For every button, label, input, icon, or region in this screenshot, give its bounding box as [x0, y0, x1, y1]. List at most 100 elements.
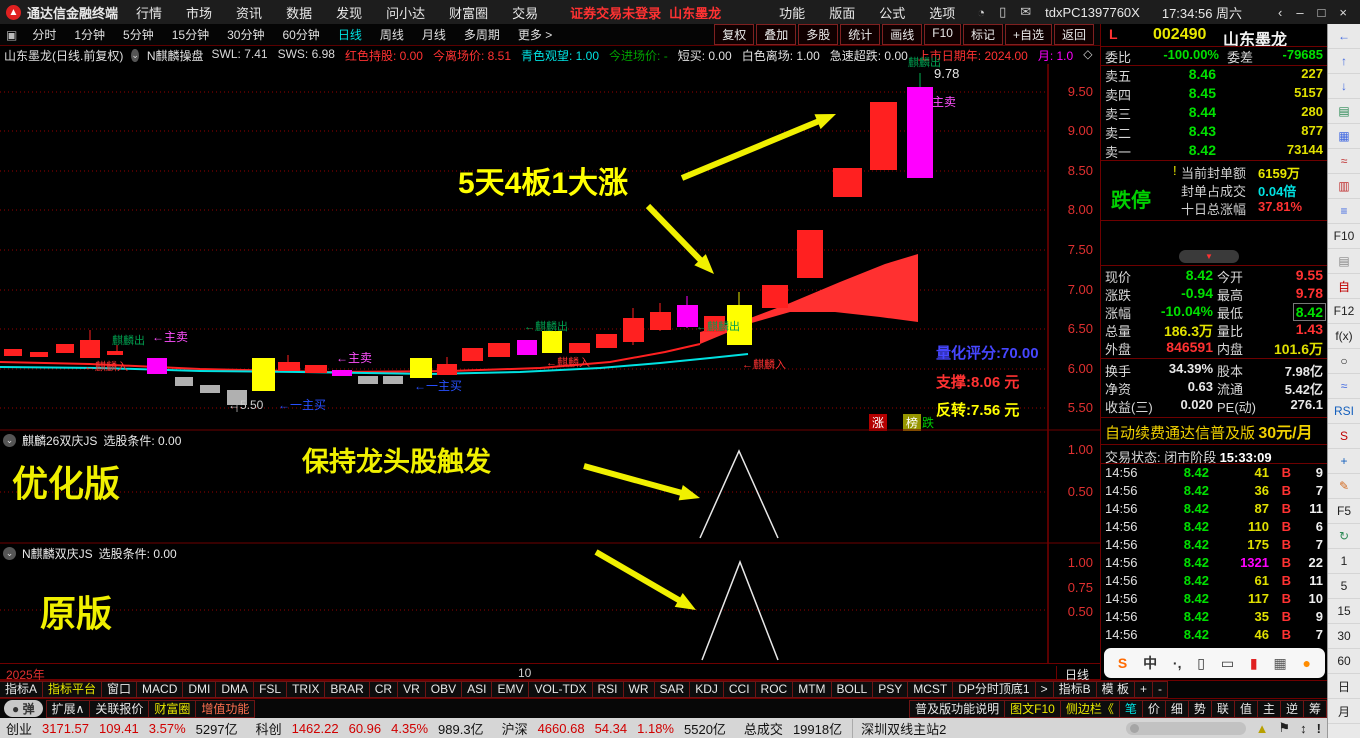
toolbar-button[interactable]: 关联报价	[89, 699, 150, 718]
menu-item[interactable]: 市场	[186, 5, 213, 21]
indicator-tab[interactable]: KDJ	[689, 681, 724, 698]
indicator-tab[interactable]: MACD	[136, 681, 184, 698]
menu-item[interactable]: 公式	[879, 5, 906, 21]
period-tab[interactable]: 60分钟	[282, 28, 320, 42]
down-arrow-icon[interactable]: ↓	[1328, 74, 1360, 99]
menu-item[interactable]: 资讯	[236, 5, 263, 21]
period-tab[interactable]: 周线	[379, 28, 404, 42]
candle[interactable]	[677, 305, 698, 327]
refresh-icon[interactable]: ↻	[1328, 524, 1360, 549]
trend-line-icon[interactable]: ≈	[1328, 149, 1360, 174]
panel2-indicator[interactable]: 麒麟26双庆JS	[22, 434, 98, 448]
axis-period[interactable]: 日线	[1056, 666, 1089, 683]
s-icon[interactable]: S	[1328, 424, 1360, 449]
ime-bag-icon[interactable]: ▮	[1249, 654, 1258, 671]
indicator-tab[interactable]: DMA	[215, 681, 255, 698]
menu-item[interactable]: 行情	[136, 5, 163, 21]
candle[interactable]	[383, 376, 403, 384]
toolbar-button[interactable]: 笔	[1118, 699, 1143, 718]
period-tab[interactable]: 日线	[337, 28, 362, 42]
search-input[interactable]	[1125, 721, 1246, 735]
period-tab[interactable]: 分时	[32, 28, 57, 42]
phone-icon[interactable]: ▯	[999, 4, 1007, 19]
candle[interactable]	[517, 340, 537, 355]
indicator-tab[interactable]: 指标B	[1052, 681, 1097, 698]
indicator-tab[interactable]: -	[1152, 681, 1168, 698]
toolbar-button[interactable]: 普及版功能说明	[909, 699, 1006, 718]
period-tab[interactable]: 多周期	[463, 28, 500, 42]
ime-punct-icon[interactable]: ·,	[1172, 655, 1182, 671]
f5-icon[interactable]: F5	[1328, 499, 1360, 524]
chart-tool-button[interactable]: +自选	[1004, 24, 1052, 45]
toolbar-button[interactable]: 主	[1256, 699, 1281, 718]
indicator-tab[interactable]: EMV	[491, 681, 530, 698]
news-icon[interactable]: ≡	[1328, 199, 1360, 224]
chart-tool-button[interactable]: 统计	[840, 24, 881, 45]
candle[interactable]	[596, 334, 617, 348]
toolbar-button[interactable]: 图文F10	[1004, 699, 1061, 718]
candle[interactable]	[227, 390, 247, 405]
candle[interactable]	[650, 312, 671, 330]
toolbar-button[interactable]: 逆	[1279, 699, 1304, 718]
toolbar-button[interactable]: 增值功能	[195, 699, 256, 718]
close-button[interactable]: ×	[1339, 4, 1347, 20]
indicator-tab[interactable]: VR	[397, 681, 426, 698]
indicator-tab[interactable]: BRAR	[324, 681, 370, 698]
candle[interactable]	[833, 168, 862, 197]
login-warning[interactable]: 证券交易未登录	[570, 5, 662, 21]
candle[interactable]	[332, 370, 352, 376]
candle[interactable]	[200, 385, 220, 393]
period-30[interactable]: 30	[1328, 624, 1360, 649]
candle[interactable]	[542, 331, 562, 353]
indicator-tab[interactable]: +	[1133, 681, 1153, 698]
indicator-tab[interactable]: WR	[622, 681, 655, 698]
period-day[interactable]: 日	[1328, 674, 1360, 699]
menu-item[interactable]: 发现	[336, 5, 363, 21]
collapse-icon[interactable]: ⌄	[3, 547, 16, 560]
indicator-tab[interactable]: DP分时顶底1	[952, 681, 1036, 698]
toolbar-button[interactable]: 财富圈	[148, 699, 197, 718]
indicator-tab[interactable]: CR	[368, 681, 399, 698]
period-tab[interactable]: 5分钟	[123, 28, 154, 42]
menu-item[interactable]: 问小达	[386, 5, 426, 21]
candle[interactable]	[80, 340, 100, 358]
indicator-tab[interactable]: BOLL	[830, 681, 874, 698]
indicator-tab[interactable]: OBV	[424, 681, 463, 698]
candle[interactable]	[175, 377, 193, 386]
minimize-button[interactable]: –	[1296, 4, 1304, 20]
indicator-tab[interactable]: FSL	[253, 681, 288, 698]
toolbar-button[interactable]: 扩展∧	[45, 699, 91, 718]
candle[interactable]	[437, 364, 457, 375]
pencil-icon[interactable]: ✎	[1328, 474, 1360, 499]
indicator-tab[interactable]: 窗口	[101, 681, 138, 698]
report-icon[interactable]: ▤	[1328, 99, 1360, 124]
toolbar-button[interactable]: 值	[1233, 699, 1258, 718]
indicator-tab[interactable]: DMI	[182, 681, 217, 698]
circle-icon[interactable]: ○	[1328, 349, 1360, 374]
f10-icon[interactable]: F10	[1328, 224, 1360, 249]
popup-toggle[interactable]: ● 弹	[4, 700, 43, 717]
indicator-tab[interactable]: RSI	[591, 681, 624, 698]
back-arrow-icon[interactable]: ←	[1328, 24, 1360, 49]
menu-item[interactable]: 数据	[286, 5, 313, 21]
ime-emoji-icon[interactable]: ●	[1302, 655, 1311, 671]
toolbar-button[interactable]: 价	[1141, 699, 1166, 718]
period-15[interactable]: 15	[1328, 599, 1360, 624]
candle[interactable]	[462, 348, 483, 361]
candle[interactable]	[870, 102, 897, 170]
chart-tool-button[interactable]: 返回	[1053, 24, 1094, 45]
flag-icon[interactable]: ⚑	[1278, 720, 1291, 735]
indicator-tab[interactable]: ROC	[754, 681, 794, 698]
maximize-button[interactable]: □	[1317, 4, 1326, 20]
candle[interactable]	[305, 365, 327, 373]
indicator-tab[interactable]: TRIX	[286, 681, 326, 698]
candle[interactable]	[569, 343, 590, 353]
period-tab[interactable]: 15分钟	[171, 28, 210, 42]
sort-icon[interactable]: ↕	[1300, 720, 1307, 736]
indicator-tab[interactable]: 指标平台	[42, 681, 103, 698]
nav-back-button[interactable]: ‹	[1277, 4, 1283, 20]
server-name[interactable]: 深圳双线主站2	[852, 718, 946, 738]
candle[interactable]	[107, 351, 123, 355]
period-month[interactable]: 月	[1328, 699, 1360, 724]
candle[interactable]	[727, 305, 752, 345]
